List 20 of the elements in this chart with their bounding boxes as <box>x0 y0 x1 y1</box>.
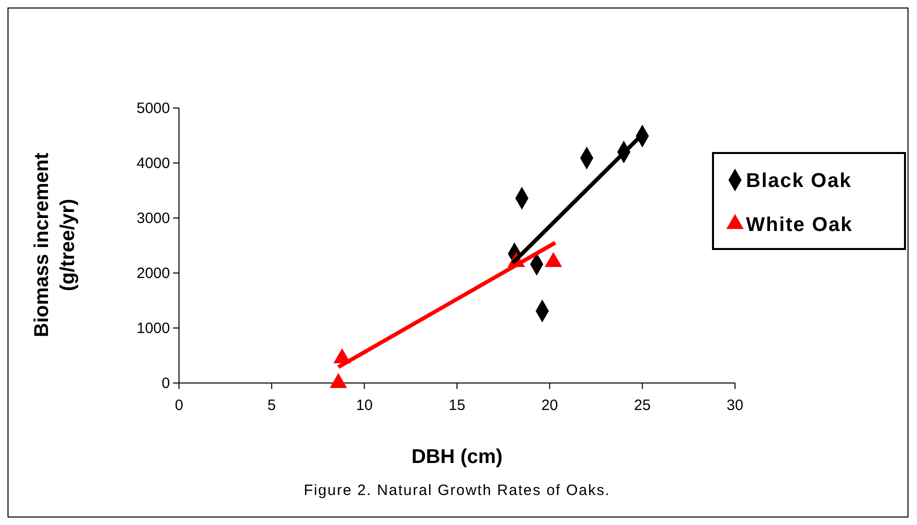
y-axis-title: Biomass increment (g/tree/yr) <box>31 152 79 338</box>
y-tick-label: 2000 <box>136 264 170 282</box>
y-tick-label: 4000 <box>136 154 170 172</box>
point <box>544 252 562 267</box>
legend-label: Black Oak <box>746 170 852 192</box>
caption: Figure 2. Natural Growth Rates of Oaks. <box>304 482 610 499</box>
y-tick-label: 0 <box>162 374 170 392</box>
y-tick-label: 1000 <box>136 320 170 337</box>
x-tick-label: 10 <box>356 397 373 414</box>
y-tick-label: 5000 <box>136 100 170 117</box>
x-tick-label: 0 <box>174 397 184 414</box>
x-axis-title: DBH (cm) <box>411 446 503 468</box>
point <box>330 372 348 388</box>
x-tick-label: 15 <box>448 397 466 414</box>
x-tick-label: 25 <box>634 397 651 414</box>
y-tick-label: 3000 <box>136 210 170 227</box>
x-tick-label: 30 <box>726 397 744 414</box>
x-tick-label: 5 <box>267 397 276 414</box>
x-tick-label: 20 <box>541 397 558 414</box>
legend-label: White Oak <box>746 214 853 236</box>
